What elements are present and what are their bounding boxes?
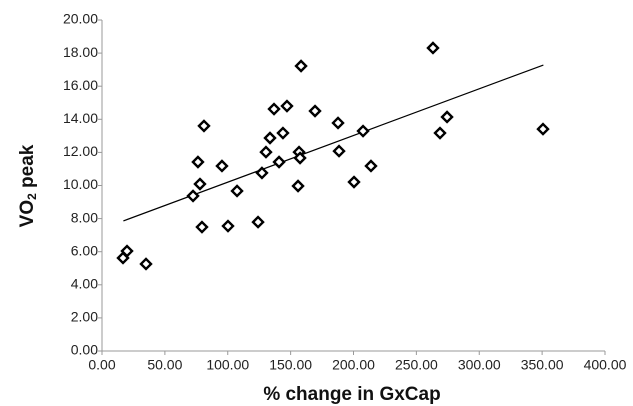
- point: [221, 219, 235, 233]
- x-tick-label: 300.00: [458, 357, 501, 373]
- y-tick-label: 12.00: [63, 143, 98, 159]
- point: [426, 41, 440, 55]
- point: [331, 116, 345, 130]
- point: [440, 110, 454, 124]
- y-tick-label: 14.00: [63, 110, 98, 126]
- y-tick-label: 16.00: [63, 77, 98, 93]
- point: [230, 184, 244, 198]
- y-tick-label: 8.00: [71, 209, 98, 225]
- y-tick-label: 18.00: [63, 44, 98, 60]
- point: [276, 126, 290, 140]
- y-title-main: VO: [17, 200, 38, 227]
- point: [255, 166, 269, 180]
- point: [291, 179, 305, 193]
- point: [251, 215, 265, 229]
- point: [293, 151, 307, 165]
- point: [536, 122, 550, 136]
- point: [197, 119, 211, 133]
- point: [215, 159, 229, 173]
- y-tick-label: 6.00: [71, 242, 98, 258]
- point: [332, 144, 346, 158]
- x-tick-label: 100.00: [206, 357, 249, 373]
- y-title-sub: 2: [25, 193, 39, 200]
- point: [186, 189, 200, 203]
- point: [347, 175, 361, 189]
- point: [139, 257, 153, 271]
- point: [191, 155, 205, 169]
- point: [120, 244, 134, 258]
- point: [267, 102, 281, 116]
- x-tick-label: 400.00: [584, 357, 627, 373]
- y-tick-label: 4.00: [71, 276, 98, 292]
- point: [308, 104, 322, 118]
- point: [356, 124, 370, 138]
- y-tick-label: 2.00: [71, 309, 98, 325]
- y-title-rest: peak: [17, 144, 38, 193]
- y-tick-label: 10.00: [63, 176, 98, 192]
- point: [195, 220, 209, 234]
- point: [364, 159, 378, 173]
- x-tick-label: 50.00: [147, 357, 182, 373]
- x-axis-title: % change in GxCap: [263, 384, 440, 405]
- point: [280, 99, 294, 113]
- point: [193, 177, 207, 191]
- y-axis-title: VO2 peak: [17, 144, 39, 227]
- x-tick-label: 0.00: [88, 357, 115, 373]
- point: [259, 145, 273, 159]
- point: [433, 126, 447, 140]
- point: [272, 155, 286, 169]
- point: [294, 59, 308, 73]
- y-tick-label: 0.00: [71, 342, 98, 358]
- x-tick-label: 250.00: [395, 357, 438, 373]
- y-tick-label: 20.00: [63, 11, 98, 27]
- x-tick-label: 350.00: [521, 357, 564, 373]
- x-tick-label: 150.00: [269, 357, 312, 373]
- x-tick-label: 200.00: [332, 357, 375, 373]
- point: [263, 131, 277, 145]
- trendline: [123, 64, 544, 222]
